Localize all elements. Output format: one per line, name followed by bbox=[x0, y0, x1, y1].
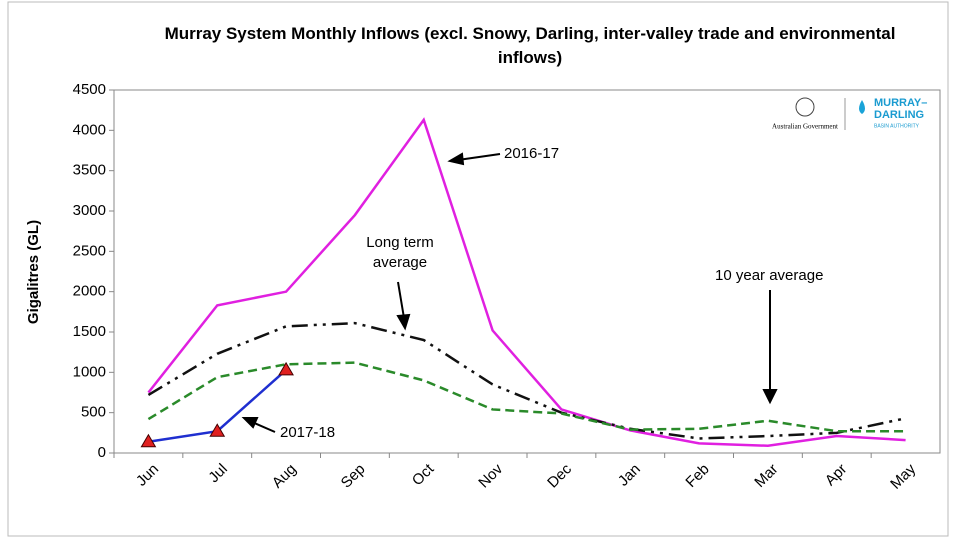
arrowhead bbox=[762, 389, 778, 405]
annotation: 10 year average bbox=[715, 267, 824, 284]
y-tick-label: 2000 bbox=[73, 283, 106, 300]
y-tick-label: 1500 bbox=[73, 323, 106, 340]
x-tick-label: Nov bbox=[475, 460, 506, 491]
y-tick-label: 2500 bbox=[73, 242, 106, 259]
arrowhead bbox=[447, 152, 465, 166]
logos: Australian Government MURRAY– DARLING BA… bbox=[772, 97, 927, 131]
x-tick-label: Apr bbox=[822, 461, 851, 490]
logo-text: MURRAY– bbox=[874, 97, 927, 109]
logo-text: Australian Government bbox=[772, 123, 838, 131]
arrowhead bbox=[241, 417, 259, 429]
marker bbox=[278, 361, 294, 376]
series-line bbox=[147, 361, 906, 433]
series-line bbox=[147, 117, 906, 447]
chart-title: Murray System Monthly Inflows (excl. Sno… bbox=[164, 24, 896, 67]
y-tick-label: 4000 bbox=[73, 121, 106, 138]
x-tick-label: Jan bbox=[615, 461, 644, 490]
y-tick-label: 4500 bbox=[73, 81, 106, 98]
annotation: 2017-18 bbox=[280, 424, 336, 441]
x-tick-label: Aug bbox=[269, 461, 300, 492]
x-tick-label: Sep bbox=[338, 461, 369, 492]
drop bbox=[859, 100, 865, 114]
annotation: 2016-17 bbox=[504, 145, 560, 162]
frame bbox=[7, 1, 949, 537]
crest bbox=[795, 97, 815, 117]
y-tick-label: 500 bbox=[81, 404, 106, 421]
x-tick-label: Jun bbox=[133, 461, 162, 490]
series-line bbox=[147, 321, 906, 440]
arrowhead bbox=[396, 313, 411, 331]
logo-text: BASIN AUTHORITY bbox=[874, 123, 920, 129]
y-tick-label: 1000 bbox=[73, 363, 106, 380]
marker bbox=[209, 423, 226, 437]
logo-text: DARLING bbox=[874, 109, 924, 121]
annotation: Long term average bbox=[366, 234, 434, 271]
x-tick-label: May bbox=[887, 460, 919, 492]
y-axis-label: Gigalitres (GL) bbox=[25, 220, 42, 324]
y-tick-label: 0 bbox=[98, 444, 106, 461]
y-tick-label: 3500 bbox=[73, 162, 106, 179]
x-tick-label: Feb bbox=[682, 461, 712, 491]
x-tick-label: Jul bbox=[205, 461, 231, 487]
arrow bbox=[251, 421, 276, 433]
arrows bbox=[241, 152, 778, 433]
marker bbox=[140, 433, 157, 448]
arrow bbox=[457, 153, 501, 161]
arrow bbox=[397, 281, 405, 319]
x-tick-label: Mar bbox=[751, 461, 781, 491]
x-tick-label: Oct bbox=[409, 460, 438, 489]
y-tick-label: 3000 bbox=[73, 202, 106, 219]
x-tick-label: Dec bbox=[544, 460, 575, 491]
